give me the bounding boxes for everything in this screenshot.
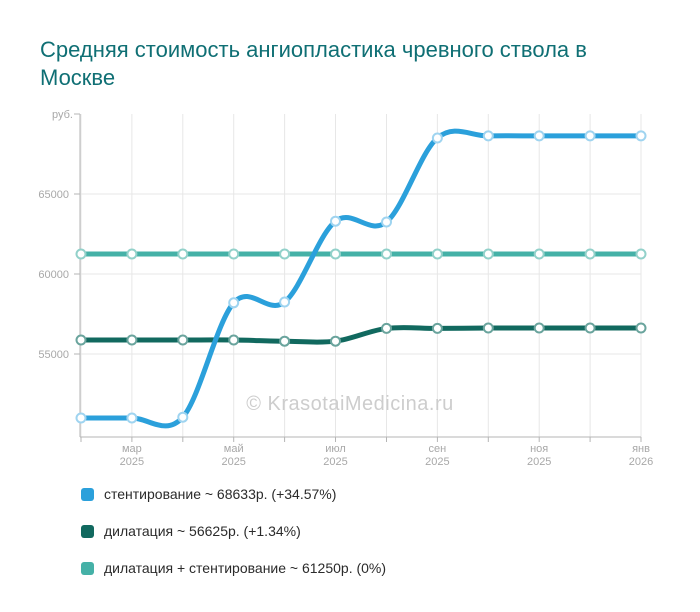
series-point-0[interactable] (431, 132, 443, 144)
x-tick-label-month: сен (429, 443, 447, 455)
x-tick-label-year: 2025 (120, 456, 144, 468)
series-point-0[interactable] (635, 130, 647, 142)
series-point-2[interactable] (381, 248, 392, 260)
page-title: Средняя стоимость ангиопластика чревного… (40, 37, 587, 90)
series-point-0[interactable] (584, 130, 596, 142)
y-tick-label: 55000 (38, 349, 69, 361)
x-tick-label-year: 2025 (221, 456, 245, 468)
y-tick-label: 65000 (38, 189, 69, 201)
legend-item-stenting[interactable]: стентирование ~ 68633р. (+34.57%) (81, 486, 386, 502)
series-line-1[interactable] (78, 325, 644, 345)
series-point-1[interactable] (431, 322, 443, 334)
legend-item-dilation-stenting[interactable]: дилатация + стентирование ~ 61250р. (0%) (81, 560, 386, 576)
series-point-1[interactable] (126, 334, 138, 346)
x-tick-label-month: июл (325, 443, 346, 455)
x-tick-label-month: мар (122, 443, 142, 455)
series-point-1[interactable] (177, 334, 189, 346)
price-trend-chart: 550006000065000руб.мар2025май2025июл2025… (38, 109, 653, 468)
chart-legend: стентирование ~ 68633р. (+34.57%) дилата… (81, 486, 386, 597)
series-point-1[interactable] (482, 322, 494, 334)
series-point-1[interactable] (584, 322, 596, 334)
series-point-1[interactable] (635, 322, 647, 334)
series-point-0[interactable] (75, 412, 87, 424)
legend-swatch-stenting (81, 487, 94, 501)
series-point-0[interactable] (482, 130, 494, 142)
series-point-2[interactable] (584, 248, 596, 260)
series-point-2[interactable] (228, 248, 240, 260)
series-point-2[interactable] (533, 248, 545, 260)
series-point-1[interactable] (279, 335, 291, 347)
series-point-0[interactable] (330, 215, 341, 227)
x-tick-label-year: 2025 (425, 456, 449, 468)
series-point-0[interactable] (533, 130, 545, 142)
x-tick-label-month: янв (632, 443, 650, 455)
x-tick-label-year: 2025 (323, 456, 347, 468)
legend-label-dilation: дилатация ~ 56625р. (+1.34%) (104, 523, 301, 539)
legend-label-stenting: стентирование ~ 68633р. (+34.57%) (104, 486, 337, 502)
series-point-2[interactable] (431, 248, 443, 260)
series-point-0[interactable] (228, 297, 240, 309)
series-point-2[interactable] (635, 248, 647, 260)
series-point-1[interactable] (228, 334, 240, 346)
x-tick-label-year: 2026 (629, 456, 653, 468)
x-tick-label-month: май (224, 443, 244, 455)
series-point-2[interactable] (482, 248, 494, 260)
series-point-2[interactable] (330, 248, 341, 260)
series-point-1[interactable] (330, 335, 341, 347)
x-tick-label-year: 2025 (527, 456, 551, 468)
series-point-2[interactable] (279, 248, 291, 260)
series-line-0[interactable] (78, 128, 644, 429)
series-point-1[interactable] (381, 322, 392, 334)
series-point-2[interactable] (75, 248, 87, 260)
x-tick-label-month: ноя (530, 443, 548, 455)
series-point-0[interactable] (279, 296, 291, 308)
y-tick-label: 60000 (38, 269, 69, 281)
legend-label-dilation-stenting: дилатация + стентирование ~ 61250р. (0%) (104, 560, 387, 576)
legend-item-dilation[interactable]: дилатация ~ 56625р. (+1.34%) (81, 523, 386, 539)
legend-swatch-dilation-stenting (81, 561, 94, 575)
y-axis-unit-label: руб. (52, 109, 73, 121)
series-point-0[interactable] (381, 216, 392, 228)
legend-swatch-dilation (81, 524, 94, 538)
series-point-0[interactable] (177, 411, 189, 423)
series-point-0[interactable] (126, 412, 138, 424)
series-point-2[interactable] (177, 248, 189, 260)
series-point-1[interactable] (75, 334, 87, 346)
series-point-2[interactable] (126, 248, 138, 260)
series-point-1[interactable] (533, 322, 545, 334)
